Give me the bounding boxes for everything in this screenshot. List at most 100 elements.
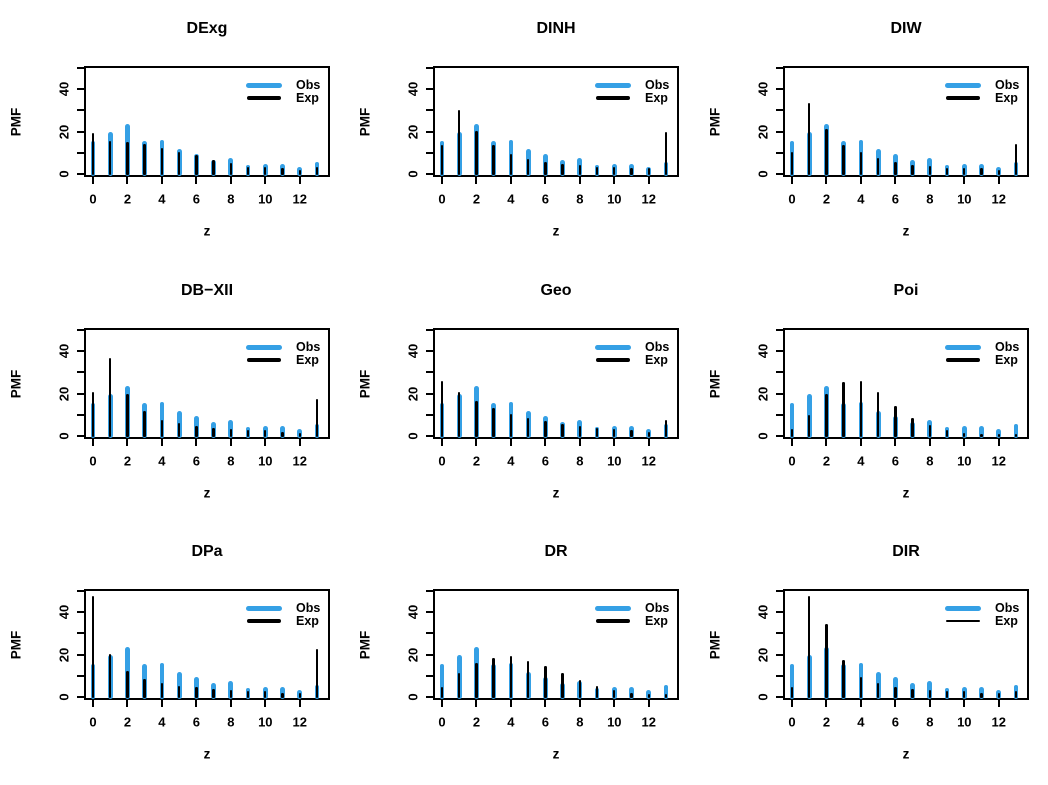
exp-bar <box>440 687 444 699</box>
y-axis-tick <box>77 151 84 154</box>
legend-obs-label: Obs <box>296 340 321 354</box>
exp-bar <box>229 690 233 699</box>
y-axis-tick <box>426 109 433 112</box>
plot-box <box>433 66 679 177</box>
exp-bar <box>1014 433 1018 438</box>
x-tick-label: 6 <box>192 191 200 207</box>
x-axis-tick <box>298 700 301 707</box>
y-tick-label: 0 <box>405 170 421 178</box>
y-tick-label: 0 <box>56 432 72 440</box>
x-axis-tick <box>578 439 581 446</box>
x-tick-label: 12 <box>292 453 307 469</box>
x-axis-tick <box>441 177 443 184</box>
y-tick-label: 0 <box>405 432 421 440</box>
exp-bar <box>229 429 233 438</box>
y-axis-tick <box>77 350 84 353</box>
exp-bar <box>945 691 949 699</box>
y-axis-tick <box>426 632 433 635</box>
exp-bar <box>561 164 564 176</box>
y-axis-tick <box>426 696 433 698</box>
x-axis-tick <box>160 700 163 707</box>
exp-bar <box>195 687 198 699</box>
x-tick-label: 6 <box>541 714 549 730</box>
chart-panel-geo: Geo PMF z 0 20 40 0 2 4 6 8 10 12 Obs Exp <box>349 262 698 524</box>
exp-bar <box>808 102 811 176</box>
plot-box <box>433 589 679 700</box>
y-axis-tick <box>426 88 433 91</box>
exp-bar <box>859 151 863 176</box>
x-axis-tick <box>544 177 547 184</box>
x-tick-label: 2 <box>472 714 481 730</box>
obs-bar <box>159 662 165 700</box>
x-tick-label: 4 <box>158 714 166 730</box>
exp-bar <box>980 433 983 438</box>
x-axis-tick <box>613 700 616 707</box>
y-axis-tick <box>426 173 433 175</box>
x-axis-tick <box>264 700 267 707</box>
exp-bar <box>143 144 146 176</box>
legend-obs-swatch <box>945 344 981 350</box>
x-tick-label: 10 <box>957 714 972 730</box>
exp-bar <box>526 660 530 699</box>
exp-bar <box>945 430 949 438</box>
x-axis-tick <box>126 439 129 446</box>
y-tick-label: 0 <box>405 693 421 701</box>
x-tick-label: 4 <box>857 191 865 207</box>
exp-bar <box>160 682 164 699</box>
legend-exp-label: Exp <box>296 353 319 367</box>
y-axis-tick <box>426 329 433 331</box>
x-tick-label: 4 <box>857 714 865 730</box>
y-axis-tick <box>77 674 84 677</box>
x-axis-tick <box>825 177 828 184</box>
exp-bar <box>894 687 897 699</box>
y-axis-tick <box>77 590 84 592</box>
x-axis-tick <box>264 439 267 446</box>
x-tick-label: 2 <box>123 453 132 469</box>
obs-bar <box>228 419 234 439</box>
x-axis-tick <box>997 700 1000 707</box>
y-axis-label: PMF <box>8 630 24 659</box>
y-tick-label: 20 <box>405 124 421 139</box>
x-tick-label: 8 <box>926 453 934 469</box>
y-tick-label: 40 <box>405 81 421 97</box>
y-axis-tick <box>426 350 433 353</box>
x-tick-label: 10 <box>258 191 273 207</box>
y-axis-tick <box>426 151 433 154</box>
exp-bar <box>544 420 547 438</box>
exp-bar <box>544 162 547 176</box>
x-axis-tick <box>859 177 862 184</box>
legend-obs-label: Obs <box>995 601 1020 615</box>
y-tick-label: 20 <box>755 647 771 662</box>
y-tick-label: 20 <box>755 386 771 401</box>
legend-exp-swatch <box>596 358 630 362</box>
exp-bar <box>578 426 582 438</box>
exp-bar <box>578 165 582 176</box>
y-axis-tick <box>776 632 783 635</box>
exp-bar <box>526 417 530 438</box>
legend-obs-swatch <box>246 82 282 88</box>
y-axis-tick <box>426 590 433 592</box>
y-tick-label: 40 <box>56 81 72 97</box>
plot-box <box>84 66 330 177</box>
x-tick-label: 0 <box>89 714 97 730</box>
y-axis-tick <box>77 371 84 374</box>
y-axis-tick <box>426 674 433 677</box>
exp-bar <box>595 686 599 699</box>
x-axis-tick <box>126 177 129 184</box>
x-axis-tick <box>647 439 650 446</box>
exp-bar <box>109 358 112 438</box>
x-axis-tick <box>92 439 94 446</box>
x-tick-label: 0 <box>438 453 446 469</box>
exp-bar <box>526 158 530 176</box>
legend-obs-label: Obs <box>645 78 670 92</box>
x-tick-label: 4 <box>507 191 515 207</box>
exp-bar <box>246 167 250 176</box>
x-tick-label: 2 <box>822 453 831 469</box>
y-axis-tick <box>776 67 783 69</box>
legend-obs-swatch <box>945 605 981 611</box>
x-tick-label: 4 <box>158 453 166 469</box>
x-tick-label: 2 <box>472 191 481 207</box>
panel-title: DB−XII <box>180 282 234 299</box>
exp-bar <box>177 686 181 699</box>
